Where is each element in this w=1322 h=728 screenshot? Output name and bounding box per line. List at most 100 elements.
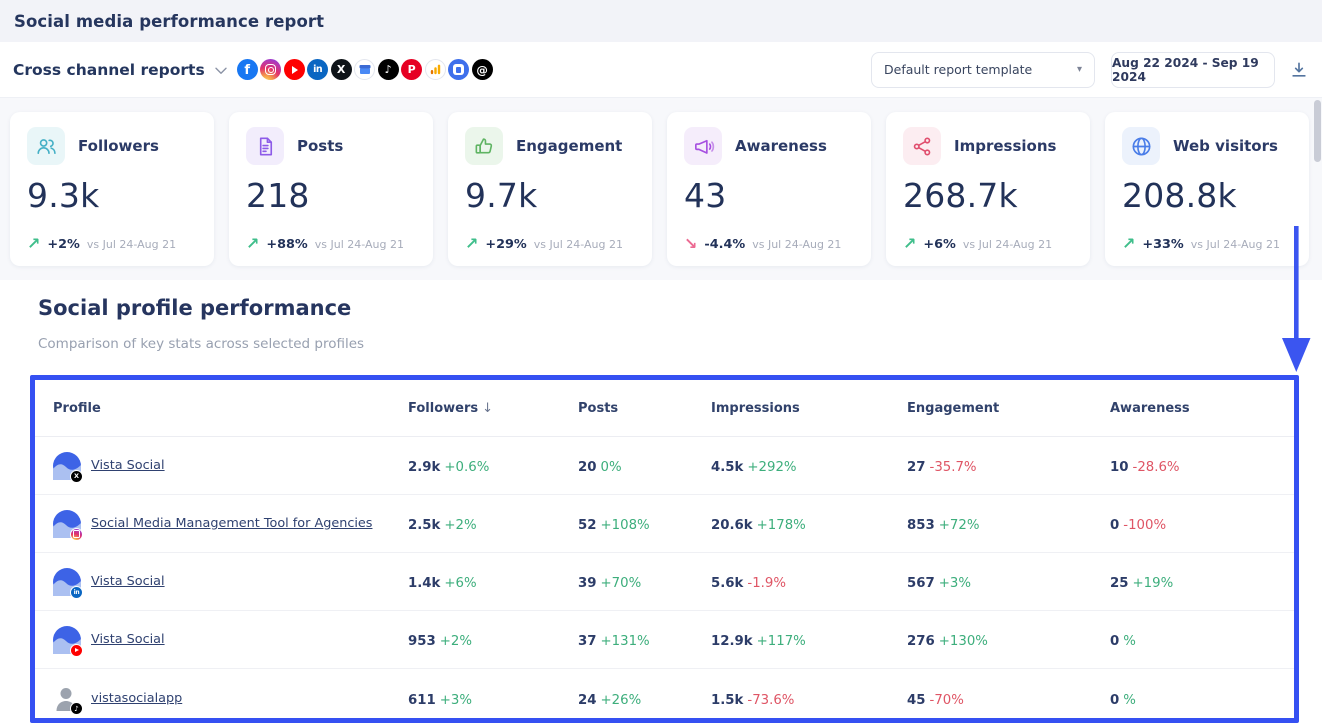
- awareness-value: 0: [1110, 518, 1119, 533]
- kpi-delta: +33%: [1142, 237, 1183, 252]
- tiktok-icon[interactable]: [378, 59, 399, 80]
- profile-link[interactable]: Vista Social: [91, 458, 165, 473]
- report-template-select[interactable]: Default report template ▾: [871, 52, 1095, 88]
- posts-value: 39: [578, 576, 597, 591]
- kpi-delta: +29%: [485, 237, 526, 252]
- date-range-picker[interactable]: Aug 22 2024 - Sep 19 2024: [1111, 52, 1275, 88]
- instagram-icon[interactable]: [260, 59, 281, 80]
- vertical-scrollbar[interactable]: [1314, 100, 1321, 162]
- engagement-delta: +3%: [939, 576, 971, 591]
- social-media-report-page: Social media performance report Cross ch…: [0, 0, 1322, 728]
- profile-link[interactable]: Vista Social: [91, 632, 165, 647]
- column-header-awareness[interactable]: Awareness: [1110, 401, 1294, 416]
- profile-link[interactable]: Social Media Management Tool for Agencie…: [91, 516, 372, 531]
- impressions-value: 5.6k: [711, 576, 743, 591]
- engagement-delta: +130%: [939, 634, 988, 649]
- table-row: vistasocialapp 611+3% 24+26% 1.5k-73.6% …: [35, 669, 1294, 723]
- kpi-label: Posts: [297, 137, 343, 155]
- kpi-card-impressions: Impressions 268.7k +6% vs Jul 24-Aug 21: [886, 112, 1090, 266]
- posts-delta: +108%: [601, 518, 650, 533]
- profile-link[interactable]: Vista Social: [91, 574, 165, 589]
- column-header-followers[interactable]: Followers: [408, 401, 578, 416]
- linkedin-icon[interactable]: [307, 59, 328, 80]
- posts-value: 20: [578, 460, 597, 475]
- vista-social-avatar: [53, 568, 81, 596]
- column-header-profile[interactable]: Profile: [53, 401, 408, 416]
- impressions-delta: -1.9%: [747, 576, 786, 591]
- kpi-card-followers: Followers 9.3k +2% vs Jul 24-Aug 21: [10, 112, 214, 266]
- sort-desc-icon: [482, 401, 493, 416]
- kpi-delta: -4.4%: [704, 237, 745, 252]
- impressions-value: 12.9k: [711, 634, 753, 649]
- awareness-value: 0: [1110, 634, 1119, 649]
- vista-social-avatar: [53, 626, 81, 654]
- youtube-icon[interactable]: [284, 59, 305, 80]
- impressions-delta: +178%: [757, 518, 806, 533]
- chevron-down-icon[interactable]: [215, 67, 227, 75]
- awareness-delta: %: [1123, 634, 1136, 649]
- table-row: Vista Social 953+2% 37+131% 12.9k+117% 2…: [35, 611, 1294, 669]
- posts-value: 52: [578, 518, 597, 533]
- posts-delta: 0%: [601, 460, 622, 475]
- caret-down-icon: ▾: [1077, 64, 1082, 75]
- users-icon: [27, 127, 65, 165]
- engagement-value: 853: [907, 518, 935, 533]
- kpi-delta: +88%: [266, 237, 307, 252]
- megaphone-icon: [684, 127, 722, 165]
- awareness-value: 10: [1110, 460, 1129, 475]
- google-analytics-icon[interactable]: [425, 59, 446, 80]
- kpi-label: Followers: [78, 137, 159, 155]
- kpi-delta: +2%: [47, 237, 79, 252]
- trend-up-icon: [903, 236, 916, 252]
- vista-social-avatar: [53, 452, 81, 480]
- profile-link[interactable]: vistasocialapp: [91, 691, 182, 706]
- cross-channel-reports-dropdown[interactable]: Cross channel reports: [13, 61, 205, 79]
- column-header-posts[interactable]: Posts: [578, 401, 711, 416]
- engagement-value: 567: [907, 576, 935, 591]
- document-icon: [246, 127, 284, 165]
- awareness-delta: +19%: [1133, 576, 1174, 591]
- awareness-delta: -28.6%: [1133, 460, 1180, 475]
- table-row: Social Media Management Tool for Agencie…: [35, 495, 1294, 553]
- kpi-compare: vs Jul 24-Aug 21: [963, 238, 1052, 251]
- awareness-value: 25: [1110, 576, 1129, 591]
- kpi-cards-row: Followers 9.3k +2% vs Jul 24-Aug 21 Post…: [10, 112, 1309, 266]
- page-title: Social media performance report: [14, 12, 324, 31]
- kpi-label: Impressions: [954, 137, 1056, 155]
- followers-delta: +0.6%: [444, 460, 489, 475]
- trend-up-icon: [246, 236, 259, 252]
- followers-delta: +3%: [440, 693, 472, 708]
- impressions-value: 1.5k: [711, 693, 743, 708]
- linkedin-badge-icon: [70, 586, 83, 599]
- download-report-button[interactable]: [1289, 60, 1309, 80]
- impressions-delta: +117%: [757, 634, 806, 649]
- threads-icon[interactable]: [472, 59, 493, 80]
- engagement-delta: -70%: [930, 693, 964, 708]
- pinterest-icon[interactable]: [401, 59, 422, 80]
- column-header-engagement[interactable]: Engagement: [907, 401, 1110, 416]
- kpi-value: 43: [684, 176, 854, 215]
- facebook-icon[interactable]: [237, 59, 258, 80]
- kpi-value: 9.7k: [465, 176, 635, 215]
- impressions-value: 4.5k: [711, 460, 743, 475]
- kpi-card-posts: Posts 218 +88% vs Jul 24-Aug 21: [229, 112, 433, 266]
- awareness-delta: -100%: [1123, 518, 1166, 533]
- profile-performance-table: Profile Followers Posts Impressions Enga…: [30, 375, 1299, 723]
- x-twitter-icon[interactable]: [331, 59, 352, 80]
- bluesky-icon[interactable]: [448, 59, 469, 80]
- kpi-compare: vs Jul 24-Aug 21: [752, 238, 841, 251]
- column-header-impressions[interactable]: Impressions: [711, 401, 907, 416]
- kpi-card-web-visitors: Web visitors 208.8k +33% vs Jul 24-Aug 2…: [1105, 112, 1309, 266]
- engagement-delta: +72%: [939, 518, 980, 533]
- impressions-value: 20.6k: [711, 518, 753, 533]
- tiktok-badge-icon: [70, 702, 83, 715]
- kpi-value: 9.3k: [27, 176, 197, 215]
- download-icon: [1289, 60, 1309, 80]
- google-business-icon[interactable]: [354, 59, 375, 80]
- kpi-value: 268.7k: [903, 176, 1073, 215]
- trend-down-icon: [684, 236, 697, 252]
- kpi-label: Web visitors: [1173, 137, 1278, 155]
- engagement-value: 27: [907, 460, 926, 475]
- followers-value: 953: [408, 634, 436, 649]
- trend-up-icon: [27, 236, 40, 252]
